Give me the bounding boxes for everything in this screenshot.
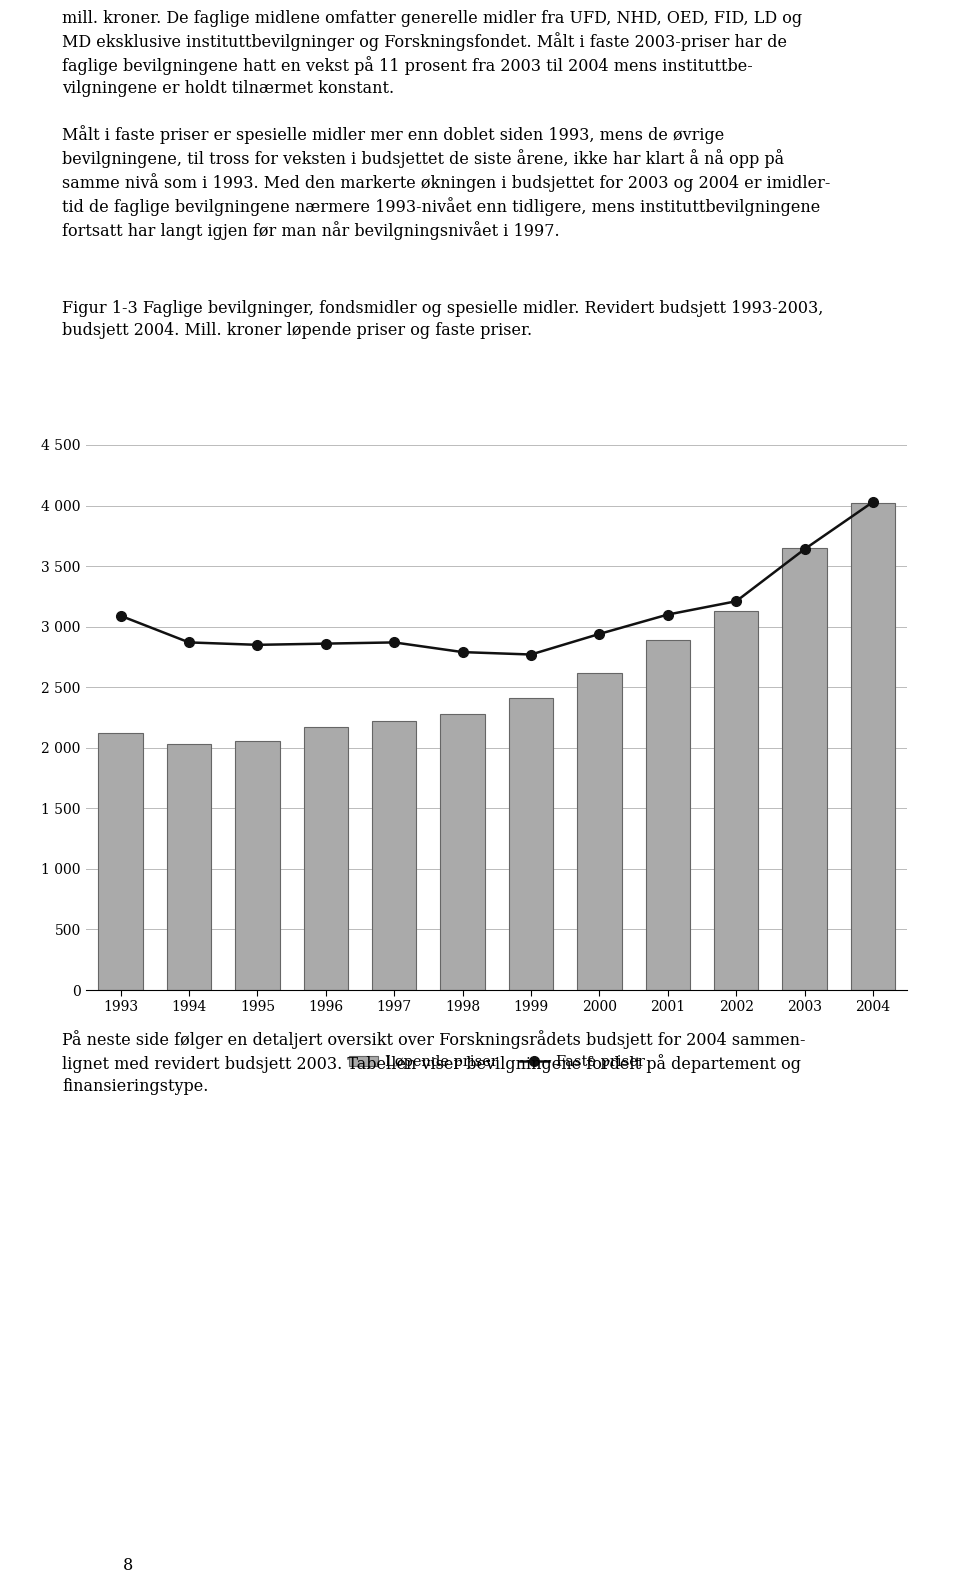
Legend: Løpende priser, Faste priser: Løpende priser, Faste priser bbox=[343, 1050, 651, 1075]
Bar bbox=[235, 741, 279, 989]
Bar bbox=[372, 720, 417, 989]
Bar bbox=[645, 640, 690, 989]
Text: Målt i faste priser er spesielle midler mer enn doblet siden 1993, mens de øvrig: Målt i faste priser er spesielle midler … bbox=[62, 124, 830, 241]
Bar bbox=[577, 672, 622, 989]
Bar bbox=[303, 726, 348, 989]
Text: På neste side følger en detaljert oversikt over Forskningsrådets budsjett for 20: På neste side følger en detaljert oversi… bbox=[62, 1031, 805, 1094]
Bar bbox=[509, 698, 553, 989]
Bar bbox=[167, 744, 211, 989]
Bar bbox=[851, 503, 896, 989]
Bar bbox=[98, 733, 143, 989]
Bar bbox=[714, 612, 758, 989]
Text: 8: 8 bbox=[123, 1556, 133, 1574]
Text: mill. kroner. De faglige midlene omfatter generelle midler fra UFD, NHD, OED, FI: mill. kroner. De faglige midlene omfatte… bbox=[62, 10, 803, 97]
Bar bbox=[782, 548, 827, 989]
Bar bbox=[441, 714, 485, 989]
Text: Figur 1-3 Faglige bevilgninger, fondsmidler og spesielle midler. Revidert budsje: Figur 1-3 Faglige bevilgninger, fondsmid… bbox=[62, 299, 824, 339]
